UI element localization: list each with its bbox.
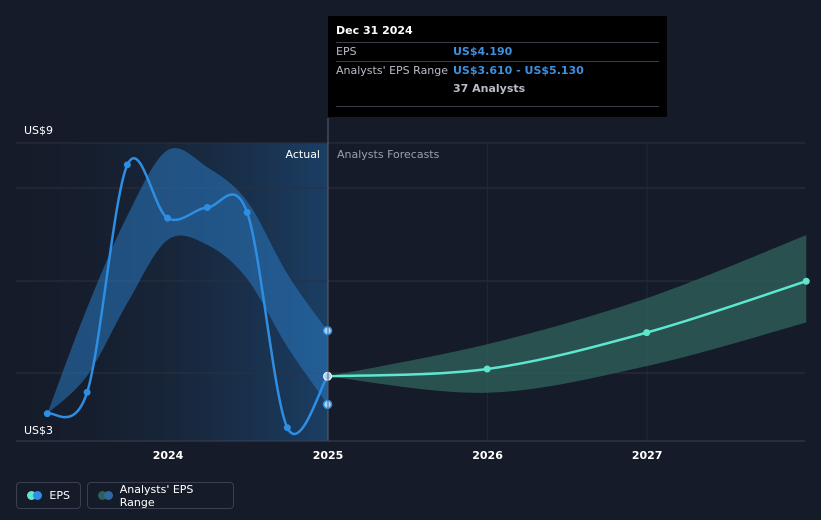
tooltip-eps-label: EPS (336, 45, 357, 58)
eps-point[interactable] (123, 161, 131, 169)
legend-range-label: Analysts' EPS Range (119, 482, 194, 509)
eps-point[interactable] (164, 214, 172, 222)
tooltip-eps-value: US$4.190 (453, 45, 513, 58)
x-tick-label: 2027 (632, 449, 663, 462)
eps-actual-line (46, 156, 329, 436)
legend-eps-label: EPS (49, 489, 70, 502)
tooltip-analysts: 37 Analysts (453, 82, 526, 95)
legend-range-button[interactable]: Analysts' EPS Range (87, 482, 234, 509)
y-bottom-label: US$3 (24, 424, 53, 437)
eps-range-forecast-band (327, 235, 807, 393)
eps-swatch-icon (27, 491, 42, 500)
range-swatch-icon (98, 491, 113, 500)
eps-point[interactable] (283, 424, 291, 432)
tooltip-divider (336, 106, 659, 117)
eps-forecast-point[interactable] (483, 365, 491, 373)
eps-point[interactable] (243, 208, 251, 216)
tooltip: Dec 31 2024 EPS US$4.190 Analysts' EPS R… (328, 16, 667, 117)
eps-point[interactable] (43, 410, 51, 418)
x-tick-label: 2026 (472, 449, 503, 462)
tooltip-date: Dec 31 2024 (336, 24, 413, 37)
tooltip-row-eps: EPS US$4.190 (336, 42, 659, 61)
eps-range-actual-band (47, 148, 328, 414)
tooltip-range-label: Analysts' EPS Range (336, 64, 449, 77)
x-tick-label: 2025 (313, 449, 344, 462)
tooltip-range-value: US$3.610 - US$5.130 (453, 64, 584, 77)
eps-forecast-point[interactable] (643, 329, 651, 337)
x-tick-label: 2024 (153, 449, 184, 462)
legend-eps-button[interactable]: EPS (16, 482, 81, 509)
eps-point[interactable] (203, 204, 211, 212)
tooltip-row-analysts: 37 Analysts (336, 80, 659, 98)
actual-region-label: Actual (286, 148, 320, 161)
forecast-region-label: Analysts Forecasts (337, 148, 440, 161)
y-top-label: US$9 (24, 124, 53, 137)
eps-point[interactable] (83, 388, 91, 396)
tooltip-row-range: Analysts' EPS Range US$3.610 - US$5.130 (336, 61, 659, 80)
eps-forecast-line (327, 280, 807, 378)
eps-forecast-point[interactable] (802, 277, 810, 285)
